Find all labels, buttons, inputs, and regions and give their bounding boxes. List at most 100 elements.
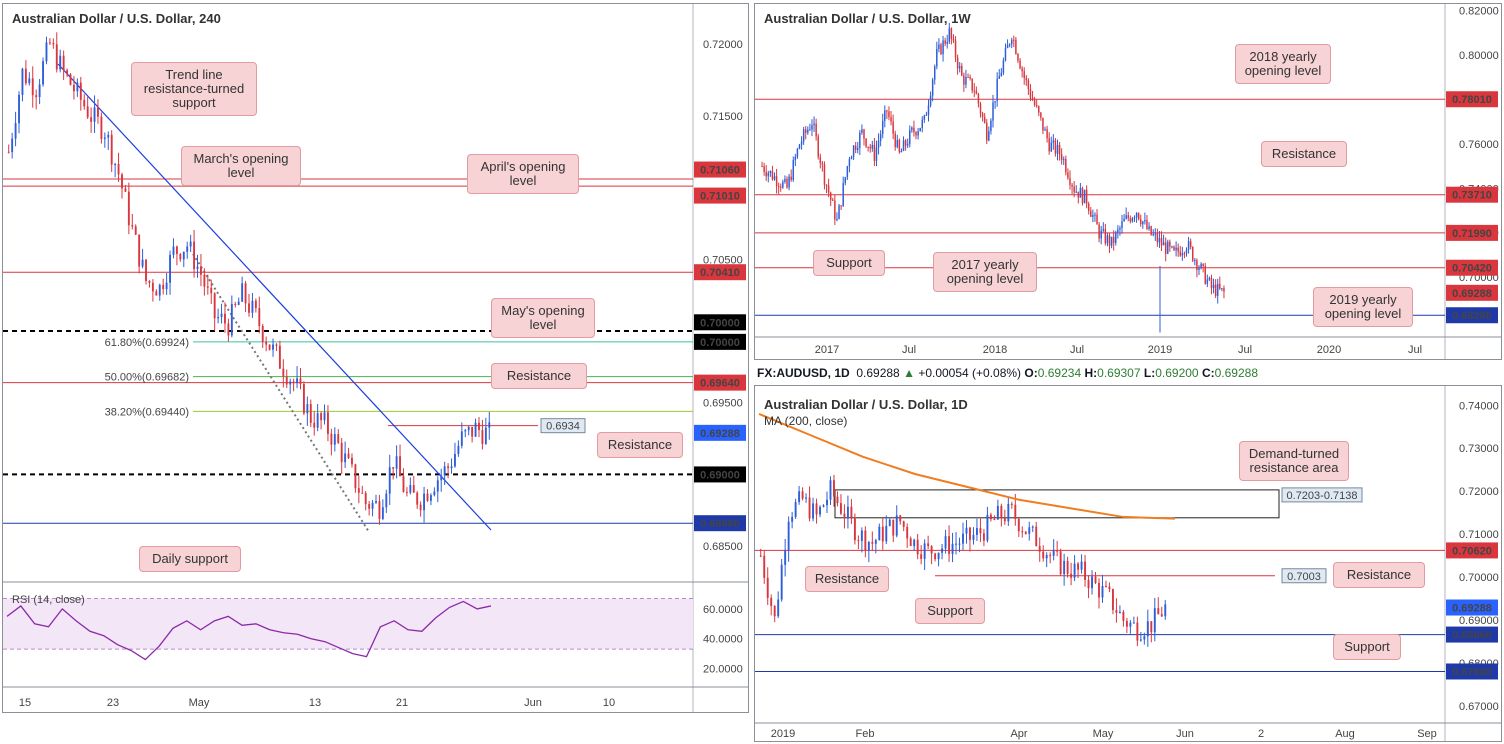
callout-trend-line: Trend line resistance-turned support [131,62,257,116]
weekly-candle [784,178,786,182]
4h-candle [127,191,130,226]
weekly-candle [800,141,803,145]
weekly-candle [1139,219,1142,225]
weekly-candle [1058,144,1061,155]
daily-candle [1038,546,1041,552]
weekly-candle [769,171,772,173]
4h-candle [272,344,274,350]
4h-candle [45,42,48,62]
4h-candle [337,434,340,443]
weekly-candle [777,186,780,188]
weekly-candle [838,205,840,220]
4h-candle [72,84,75,92]
weekly-candle [1027,80,1030,89]
daily-candle [892,519,895,536]
y-axis-label: 0.69000 [1459,615,1499,627]
weekly-candle [1021,68,1023,72]
weekly-candle [765,171,767,177]
weekly-candle [767,172,770,177]
weekly-candle [1108,235,1111,246]
daily-candle [881,526,884,542]
callout-demand-turned-resistance: Demand-turned resistance area [1239,441,1349,481]
daily-candle [850,506,853,518]
daily-candle [951,543,954,554]
weekly-candle [1191,247,1194,261]
daily-candle [1080,561,1083,570]
daily-candle [996,505,999,520]
chart-daily-canvas[interactable]: 0.74000 0.73000 0.72000 0.71000 0.70000 0.690… [755,386,1502,742]
4h-candle [467,426,470,431]
daily-candle [975,528,978,535]
4h-candle [138,234,141,267]
weekly-candle [1144,219,1146,222]
weekly-candle [1183,253,1186,255]
4h-candle [121,174,123,189]
daily-candle [1146,621,1149,637]
weekly-candle [1052,140,1055,143]
panel-4h-chart[interactable]: 0.72000 0.71500 0.70500 0.69500 0.68500 61.80… [2,3,749,713]
x-axis-label: 23 [107,697,119,709]
x-axis-label: 2 [1258,728,1264,740]
daily-candle [1091,576,1093,589]
weekly-candle [1185,249,1188,254]
4h-candle [83,99,86,107]
level-tag-bg [1446,542,1498,559]
callout-resistance-daily-left: Resistance [805,566,889,592]
weekly-candle [1087,203,1090,211]
level-tag-bg [694,187,746,204]
daily-candle [1101,585,1104,598]
4h-candle [38,84,41,97]
4h-candle [464,430,467,432]
weekly-candle [869,146,871,149]
daily-candle [773,606,776,617]
daily-candle [899,515,902,522]
weekly-candle [1006,44,1009,49]
demand-zone-box [834,489,1280,519]
price-box-label: 0.6934 [546,421,580,433]
weekly-candle [1073,186,1075,193]
weekly-candle [971,78,973,91]
trend-line [57,63,492,531]
4h-candle [351,457,353,465]
panel-daily-chart[interactable]: 0.74000 0.73000 0.72000 0.71000 0.70000 0.690… [754,385,1502,742]
daily-candle [794,502,797,517]
callout-resistance-weekly: Resistance [1261,141,1347,167]
4h-candle [172,246,175,255]
weekly-candle [1069,177,1071,185]
weekly-candle [929,95,932,106]
weekly-candle [975,90,978,94]
chart-weekly-canvas[interactable]: 0.820000.800000.760000.740000.720000.700… [755,4,1502,360]
4h-candle [412,485,415,493]
daily-candle [1150,621,1153,633]
level-tag: 0.69640 [700,378,740,390]
weekly-candle [963,75,965,85]
chart-4h-title: Australian Dollar / U.S. Dollar, 240 [12,11,221,26]
daily-candle [920,554,923,559]
weekly-candle [923,115,926,120]
x-axis-label: 2017 [815,344,839,356]
y-axis-label: 0.73000 [1459,443,1499,455]
daily-candle [843,513,846,519]
4h-candle [447,466,450,469]
y-axis-label: 0.72000 [703,39,743,51]
chart-4h-canvas[interactable]: 0.72000 0.71500 0.70500 0.69500 0.68500 61.80… [3,4,749,713]
4h-candle [7,151,10,153]
low-value: 0.69200 [1155,366,1199,380]
weekly-candle [859,132,861,148]
weekly-candle [1135,212,1138,218]
daily-candle [787,521,790,551]
4h-candle [199,266,202,275]
4h-candle [443,466,446,476]
weekly-candle [1142,221,1144,225]
4h-candle [76,82,79,92]
4h-candle [354,464,357,489]
4h-candle [11,138,14,152]
daily-candle [860,530,863,541]
panel-weekly-chart[interactable]: 0.820000.800000.760000.740000.720000.700… [754,3,1502,360]
4h-candle [175,246,178,254]
weekly-candle [948,28,951,42]
rsi-title: RSI (14, close) [12,594,85,606]
weekly-candle [829,192,832,200]
daily-candle [955,543,957,545]
daily-candle [1007,503,1010,522]
